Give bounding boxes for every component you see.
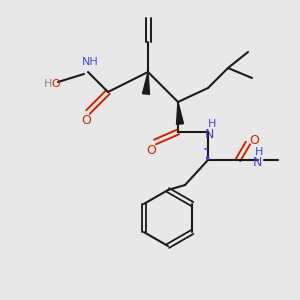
Text: O: O [81,113,91,127]
Polygon shape [176,102,184,124]
Text: O: O [52,79,60,89]
Text: O: O [146,143,156,157]
Text: H: H [208,119,216,129]
Polygon shape [142,72,149,94]
Text: H: H [44,79,52,89]
Text: O: O [249,134,259,148]
Text: NH: NH [82,57,98,67]
Text: H: H [255,147,263,157]
Text: N: N [252,157,262,169]
Text: N: N [204,128,214,140]
